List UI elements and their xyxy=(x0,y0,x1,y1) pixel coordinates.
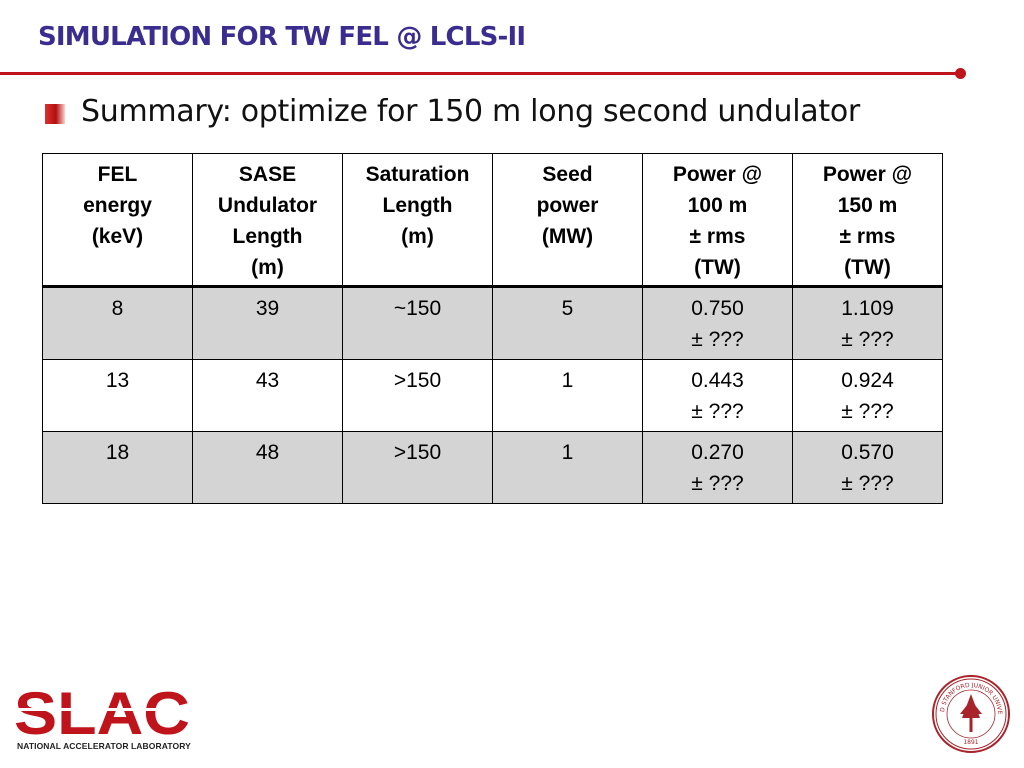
header-line: ± rms xyxy=(689,225,746,248)
cell-saturation-length: >150 xyxy=(342,359,493,432)
header-line: Undulator xyxy=(217,194,318,217)
cell-value: 1.109 xyxy=(841,297,894,320)
cell-value: 0.750 xyxy=(691,297,744,320)
cell-seed-power: 5 xyxy=(492,286,643,360)
cell-value: 0.443 xyxy=(691,369,744,392)
cell-rms: ± ??? xyxy=(691,328,744,351)
bullet-text: Summary: optimize for 150 m long second … xyxy=(81,94,860,129)
cell-value: 0.924 xyxy=(841,369,894,392)
slac-logo-text: SLAC xyxy=(14,684,190,747)
slac-logo: SLAC xyxy=(14,684,190,747)
title-rule xyxy=(0,72,960,75)
header-saturation-length: Saturation Length (m) xyxy=(342,153,493,288)
header-line: (MW) xyxy=(541,225,594,248)
header-line: power xyxy=(536,194,599,217)
header-line: Length xyxy=(232,225,303,248)
header-line: Power @ xyxy=(822,163,913,186)
cell-saturation-length: >150 xyxy=(342,431,493,504)
slac-caption: NATIONAL ACCELERATOR LABORATORY xyxy=(17,741,191,751)
cell-saturation-length: ~150 xyxy=(342,286,493,360)
seal-year: 1891 xyxy=(963,739,978,746)
bullet-square-icon xyxy=(45,104,65,124)
stanford-seal: LELAND STANFORD JUNIOR UNIVERSITY 1891 xyxy=(931,674,1010,753)
header-line: 100 m xyxy=(687,194,748,217)
cell-power-100m: 0.270 ± ??? xyxy=(642,431,793,504)
header-line: energy xyxy=(83,194,152,217)
cell-fel-energy: 8 xyxy=(42,286,193,360)
header-line: (m) xyxy=(251,256,284,279)
table-header-row: FEL energy (keV) SASE Undulator Length (… xyxy=(42,153,943,288)
cell-rms: ± ??? xyxy=(841,400,894,423)
header-line: ± rms xyxy=(839,225,896,248)
header-line: (TW) xyxy=(694,256,741,279)
header-line: Saturation xyxy=(365,163,470,186)
cell-rms: ± ??? xyxy=(841,472,894,495)
cell-value: 0.570 xyxy=(841,441,894,464)
header-power-150m: Power @ 150 m ± rms (TW) xyxy=(792,153,943,288)
cell-sase-length: 48 xyxy=(192,431,343,504)
cell-power-100m: 0.750 ± ??? xyxy=(642,286,793,360)
cell-fel-energy: 18 xyxy=(42,431,193,504)
table-row: 13 43 >150 1 0.443 ± ??? 0.924 ± ??? xyxy=(42,359,943,432)
table-row: 18 48 >150 1 0.270 ± ??? 0.570 ± ??? xyxy=(42,431,943,504)
cell-fel-energy: 13 xyxy=(42,359,193,432)
cell-value: 0.270 xyxy=(691,441,744,464)
cell-power-150m: 1.109 ± ??? xyxy=(792,286,943,360)
header-line: Power @ xyxy=(672,163,763,186)
cell-rms: ± ??? xyxy=(691,400,744,423)
cell-seed-power: 1 xyxy=(492,431,643,504)
header-sase-undulator-length: SASE Undulator Length (m) xyxy=(192,153,343,288)
header-line: (keV) xyxy=(91,225,144,248)
table-row: 8 39 ~150 5 0.750 ± ??? 1.109 ± ??? xyxy=(42,286,943,360)
header-line: (m) xyxy=(401,225,434,248)
cell-rms: ± ??? xyxy=(841,328,894,351)
header-line: Length xyxy=(382,194,453,217)
cell-seed-power: 1 xyxy=(492,359,643,432)
cell-power-150m: 0.570 ± ??? xyxy=(792,431,943,504)
summary-table: FEL energy (keV) SASE Undulator Length (… xyxy=(42,153,943,504)
header-line: (TW) xyxy=(844,256,891,279)
slide-title: SIMULATION FOR TW FEL @ LCLS-II xyxy=(38,22,526,52)
cell-sase-length: 39 xyxy=(192,286,343,360)
title-rule-endpoint xyxy=(955,68,966,79)
header-power-100m: Power @ 100 m ± rms (TW) xyxy=(642,153,793,288)
cell-power-150m: 0.924 ± ??? xyxy=(792,359,943,432)
cell-sase-length: 43 xyxy=(192,359,343,432)
cell-power-100m: 0.443 ± ??? xyxy=(642,359,793,432)
header-line: 150 m xyxy=(837,194,898,217)
header-seed-power: Seed power (MW) xyxy=(492,153,643,288)
tree-icon xyxy=(960,694,982,732)
slac-logo-stripe xyxy=(14,708,190,711)
cell-rms: ± ??? xyxy=(691,472,744,495)
header-fel-energy: FEL energy (keV) xyxy=(42,153,193,288)
header-line: SASE xyxy=(238,163,297,186)
header-line: FEL xyxy=(97,163,138,186)
header-line: Seed xyxy=(542,163,593,186)
